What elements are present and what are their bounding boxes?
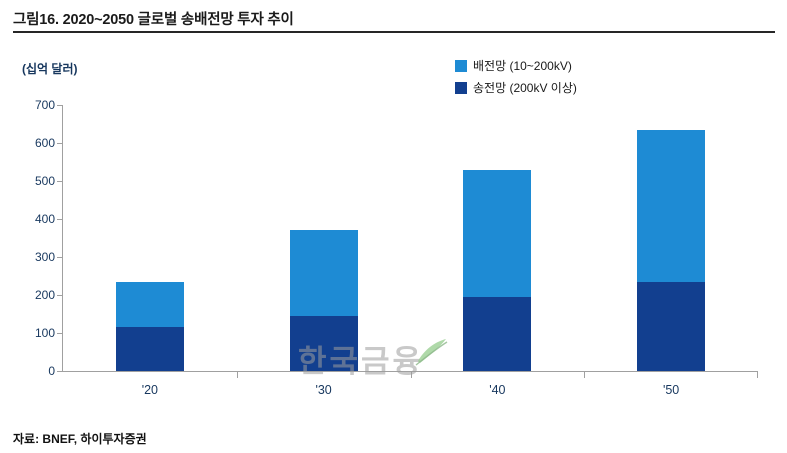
bar-segment xyxy=(115,281,184,328)
source-note: 자료: BNEF, 하이투자증권 xyxy=(13,432,147,446)
y-tick-mark xyxy=(57,143,63,144)
x-tick-mark xyxy=(236,372,238,378)
plot-area: 0 100 200 300 400 500 600 700 '20 '30 '40 '50 xyxy=(35,98,758,397)
y-tick-mark xyxy=(57,257,63,258)
y-tick-mark xyxy=(57,219,63,220)
bar-segment xyxy=(637,129,706,282)
y-tick-label: 700 xyxy=(34,98,55,112)
y-tick-label: 400 xyxy=(34,212,55,226)
y-tick-label: 100 xyxy=(34,326,55,340)
legend-swatch-icon xyxy=(455,81,467,94)
legend-item: 송전망 (200kV 이상) xyxy=(455,79,577,96)
y-axis-unit-label: (십억 달러) xyxy=(22,62,78,76)
bar-segment xyxy=(463,296,532,371)
y-tick-mark xyxy=(57,295,63,296)
chart-legend: 배전망 (10~200kV) 송전망 (200kV 이상) xyxy=(455,57,577,96)
x-tick-mark xyxy=(757,372,758,378)
y-tick-mark xyxy=(57,333,63,334)
x-tick-label: '50 xyxy=(662,383,680,397)
legend-swatch-icon xyxy=(455,59,467,72)
legend-label: 배전망 (10~200kV) xyxy=(473,59,572,73)
bar-segment xyxy=(463,169,532,297)
bar-segment xyxy=(637,281,706,371)
legend-label: 송전망 (200kV 이상) xyxy=(473,81,577,95)
legend-item: 배전망 (10~200kV) xyxy=(455,57,577,74)
bar-segment xyxy=(115,327,184,371)
title-divider xyxy=(13,31,775,33)
y-tick-mark xyxy=(57,371,63,372)
bar-segment xyxy=(289,315,358,371)
y-tick-label: 500 xyxy=(34,174,55,188)
y-tick-label: 200 xyxy=(34,288,55,302)
x-tick-label: '30 xyxy=(315,383,332,397)
x-tick-mark xyxy=(584,372,586,378)
x-tick-mark xyxy=(410,372,412,378)
chart-title: 그림16. 2020~2050 글로벌 송배전망 투자 추이 xyxy=(13,12,294,28)
y-tick-label: 300 xyxy=(34,250,55,264)
x-tick-label: '20 xyxy=(141,383,159,397)
bar-segment xyxy=(289,230,358,316)
x-tick-label: '40 xyxy=(489,383,506,397)
y-tick-mark xyxy=(57,105,63,106)
y-tick-label: 600 xyxy=(34,136,55,150)
y-tick-mark xyxy=(57,181,63,182)
y-tick-label: 0 xyxy=(48,364,55,378)
